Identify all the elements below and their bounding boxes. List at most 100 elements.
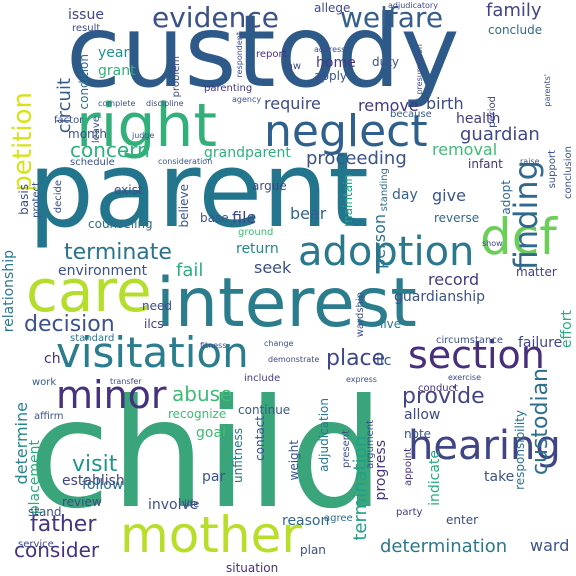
word-involve: involve — [148, 497, 199, 513]
word-establish: establish — [62, 473, 125, 489]
word-schedule: schedule — [70, 157, 115, 168]
word-visitation: visitation — [56, 328, 249, 377]
word-base: base — [200, 211, 229, 225]
word-contact: contact — [253, 416, 267, 461]
word-plan: plan — [300, 543, 326, 557]
word-abuse: abuse — [172, 382, 233, 406]
word-progress: progress — [373, 440, 389, 501]
word-take: take — [484, 469, 515, 485]
word-return: return — [236, 241, 279, 257]
word-include: include — [244, 373, 281, 384]
word-ilcs: ilcs — [144, 317, 164, 331]
word-file: file — [232, 208, 257, 227]
word-protect: protect — [31, 182, 42, 218]
word-family: family — [486, 0, 542, 21]
word-grandparent: grandparent — [204, 145, 291, 161]
word-demonstrate: demonstrate — [268, 355, 320, 364]
word-agree: agree — [324, 513, 353, 524]
word-law: law — [284, 61, 302, 72]
word-circumstance: circumstance — [436, 335, 503, 346]
word-note: note — [404, 427, 432, 441]
word-parenting: parenting — [204, 83, 253, 94]
word-reason: reason — [282, 513, 330, 529]
word-decide: decide — [53, 180, 64, 214]
word-support: support — [547, 150, 558, 189]
word-parents-apostrophe: parents' — [543, 74, 552, 107]
word-ward: ward — [530, 536, 570, 555]
word-need: need — [142, 299, 172, 313]
word-seek: seek — [254, 258, 292, 277]
word-agency: agency — [232, 95, 262, 104]
word-consideration: consideration — [158, 157, 213, 166]
word-reverse: reverse — [434, 211, 480, 225]
word-allow: allow — [404, 407, 441, 423]
word-condition: condition — [77, 54, 91, 110]
word-goal: goal — [196, 425, 226, 441]
word-life: life — [184, 499, 200, 510]
word-infant: infant — [468, 157, 503, 171]
word-home: home — [316, 55, 356, 71]
word-decision: decision — [24, 312, 115, 337]
word-grant: grant — [98, 63, 136, 79]
word-respondent: respondent — [235, 32, 244, 78]
word-basis: basis — [17, 184, 31, 215]
word-problem: problem — [171, 56, 182, 98]
word-adopt: adopt — [499, 180, 513, 215]
word-standing: standing — [379, 168, 390, 212]
word-conclusion: conclusion — [563, 146, 574, 200]
word-situation: situation — [226, 561, 279, 575]
word-change: change — [264, 339, 294, 348]
word-child: child — [28, 368, 385, 542]
word-guardian: guardian — [460, 124, 540, 145]
word-party: party — [396, 507, 423, 518]
word-ch: ch — [44, 351, 61, 367]
word-work: work — [32, 377, 57, 388]
word-consider: consider — [14, 538, 100, 562]
word-wardship: wardship — [355, 292, 366, 338]
word-determination: determination — [380, 536, 508, 557]
word-minor: minor — [56, 373, 167, 417]
word-address: address — [314, 45, 346, 54]
word-relationship: relationship — [1, 250, 17, 333]
word-adjudication: adjudication — [317, 398, 331, 472]
word-failure: failure — [518, 335, 563, 351]
word-raise: raise — [520, 157, 540, 166]
word-review: review — [62, 495, 102, 509]
word-person: person — [370, 214, 389, 269]
word-appoint: appoint — [403, 448, 414, 486]
word-mother: mother — [120, 506, 302, 564]
word-fail: fail — [176, 260, 204, 281]
word-dcf: dcf — [480, 208, 557, 266]
word-transfer: transfer — [110, 377, 142, 386]
word-exercise: exercise — [448, 373, 482, 382]
word-give: give — [432, 186, 466, 205]
word-presumption: presumption — [415, 44, 424, 95]
word-argument: argument — [365, 420, 376, 469]
word-weight: weight — [287, 440, 301, 481]
word-fitness: fitness — [200, 341, 227, 350]
word-adjudicatory: adjudicatory — [388, 1, 438, 10]
word-section: section — [408, 333, 545, 377]
word-judge: judge — [132, 131, 155, 140]
word-finding: finding — [507, 160, 545, 271]
word-conclude: conclude — [488, 23, 543, 37]
word-issue: issue — [68, 7, 104, 23]
word-report: report — [256, 49, 287, 60]
word-placement: placement — [27, 440, 43, 515]
word-continue: continue — [238, 403, 291, 417]
word-ilc: ilc — [376, 353, 392, 369]
word-follow: follow — [82, 477, 124, 493]
word-adoption: adoption — [298, 229, 475, 275]
word-welfare: welfare — [340, 1, 444, 34]
word-require: require — [264, 94, 321, 113]
word-unfitness: unfitness — [231, 428, 245, 483]
word-matter: matter — [516, 265, 557, 279]
word-petition: petition — [8, 92, 38, 192]
word-recognize: recognize — [168, 407, 227, 421]
word-show: show — [482, 239, 503, 248]
word-express: express — [346, 375, 377, 384]
word-birth: birth — [426, 94, 464, 113]
word-counseling: counseling — [88, 217, 153, 231]
word-complete: complete — [98, 99, 136, 108]
word-record: record — [428, 270, 480, 289]
